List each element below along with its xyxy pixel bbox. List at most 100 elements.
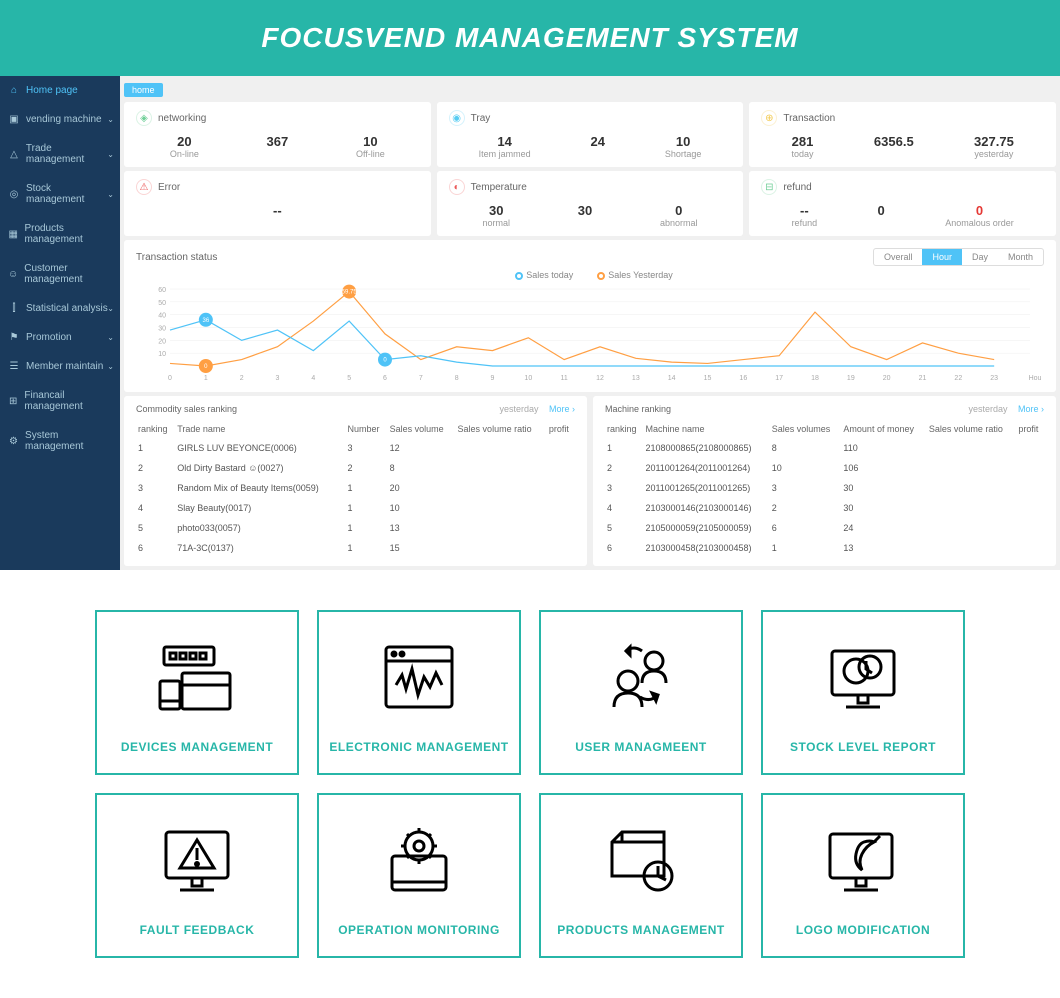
metric: 367	[267, 134, 289, 159]
sidebar-item-trade-management[interactable]: △Trade management⌄	[0, 134, 120, 174]
products-icon	[596, 815, 686, 905]
sidebar-item-vending-machine[interactable]: ▣vending machine⌄	[0, 105, 120, 134]
logo-icon	[818, 815, 908, 905]
chevron-down-icon: ⌄	[107, 150, 114, 159]
sidebar-item-statistical-analysis[interactable]: ⫿Statistical analysis⌄	[0, 294, 120, 323]
sidebar-item-label: Promotion	[26, 332, 72, 343]
sidebar-item-label: Stock management	[26, 183, 112, 205]
col-header: Sales volume	[388, 420, 456, 438]
svg-text:11: 11	[561, 375, 568, 382]
metric: 14Item jammed	[479, 134, 531, 159]
chart-tab-month[interactable]: Month	[998, 249, 1043, 265]
main-content: home ◈networking20On-line36710Off-line◉T…	[120, 76, 1060, 570]
svg-text:20: 20	[158, 338, 166, 345]
sidebar-item-promotion[interactable]: ⚑ Promotion ⌄	[0, 323, 120, 352]
sidebar: ⌂Home page▣vending machine⌄△Trade manage…	[0, 76, 120, 570]
svg-text:2: 2	[240, 375, 244, 382]
fault-icon	[152, 815, 242, 905]
feature-devices[interactable]: DEVICES MANAGEMENT	[95, 610, 299, 775]
col-header: profit	[547, 420, 575, 438]
metric: 281today	[792, 134, 814, 159]
chart-tab-day[interactable]: Day	[962, 249, 998, 265]
svg-text:0: 0	[168, 375, 172, 382]
machine-period: yesterday	[968, 404, 1007, 414]
svg-text:8: 8	[455, 375, 459, 382]
sidebar-item-label: Statistical analysis	[26, 303, 108, 314]
svg-text:10: 10	[524, 375, 532, 382]
sidebar-item-stock-management[interactable]: ◎Stock management⌄	[0, 174, 120, 214]
feature-grid: DEVICES MANAGEMENTELECTRONIC MANAGEMENT U…	[0, 570, 1060, 998]
sidebar-item-home-page[interactable]: ⌂Home page	[0, 76, 120, 105]
chart-legend: Sales today Sales Yesterday	[136, 270, 1044, 280]
refund-icon: ⊟	[761, 179, 777, 195]
sidebar-item-customer-management[interactable]: ☺Customer management	[0, 254, 120, 294]
feature-fault[interactable]: FAULT FEEDBACK	[95, 793, 299, 958]
svg-text:1: 1	[204, 375, 208, 382]
chart-tab-hour[interactable]: Hour	[922, 249, 962, 265]
metric: 30	[578, 203, 592, 228]
feature-operation[interactable]: OPERATION MONITORING	[317, 793, 521, 958]
svg-text:60: 60	[158, 287, 166, 294]
legend-item: Sales Yesterday	[589, 270, 673, 280]
table-row: 5photo033(0057)113	[136, 518, 575, 538]
card-title: Tray	[471, 113, 491, 124]
machine-table: rankingMachine nameSales volumesAmount o…	[605, 420, 1044, 558]
svg-text:Hou: Hou	[1029, 375, 1042, 382]
sidebar-icon: ◎	[8, 189, 20, 200]
cards-row-1: ◈networking20On-line36710Off-line◉Tray14…	[124, 102, 1056, 167]
svg-text:23: 23	[990, 375, 998, 382]
rankings-row: Commodity sales ranking yesterday More ›…	[124, 396, 1056, 566]
breadcrumb: home	[124, 80, 1056, 98]
sidebar-icon: ⫿	[8, 303, 20, 314]
metric: 30normal	[483, 203, 511, 228]
feature-products[interactable]: PRODUCTS MANAGEMENT	[539, 793, 743, 958]
sidebar-icon: ⊞	[8, 396, 18, 407]
sidebar-icon: ⚑	[8, 332, 20, 343]
col-header: Sales volume ratio	[456, 420, 547, 438]
sidebar-item-label: Financail management	[24, 390, 112, 412]
cards-row-2: ⚠Error--◐Temperature30normal300abnormal⊟…	[124, 171, 1056, 236]
feature-electronic[interactable]: ELECTRONIC MANAGEMENT	[317, 610, 521, 775]
machine-ranking: Machine ranking yesterday More › ranking…	[593, 396, 1056, 566]
sidebar-icon: ☰	[8, 361, 20, 372]
machine-title: Machine ranking	[605, 404, 671, 414]
sidebar-item-label: Home page	[26, 85, 78, 96]
svg-text:5: 5	[347, 375, 351, 382]
feature-user[interactable]: USER MANAGMEENT	[539, 610, 743, 775]
chart-tab-overall[interactable]: Overall	[874, 249, 923, 265]
svg-text:4: 4	[311, 375, 315, 382]
commodity-more-link[interactable]: More ›	[549, 404, 575, 414]
svg-text:7: 7	[419, 375, 423, 382]
feature-stock[interactable]: STOCK LEVEL REPORT	[761, 610, 965, 775]
legend-item: Sales today	[507, 270, 573, 280]
stat-card-temperature: ◐Temperature30normal300abnormal	[437, 171, 744, 236]
commodity-period: yesterday	[499, 404, 538, 414]
card-title: refund	[783, 182, 811, 193]
sidebar-item-member-maintain[interactable]: ☰Member maintain⌄	[0, 352, 120, 381]
Tray-icon: ◉	[449, 110, 465, 126]
svg-text:9: 9	[491, 375, 495, 382]
svg-text:40: 40	[158, 313, 166, 320]
chart-header: Transaction status OverallHourDayMonth	[136, 248, 1044, 266]
table-row: 4Slay Beauty(0017)110	[136, 498, 575, 518]
sidebar-item-financail-management[interactable]: ⊞ Financail management	[0, 381, 120, 421]
sidebar-item-system-management[interactable]: ⚙System management	[0, 421, 120, 461]
col-header: Sales volumes	[770, 420, 842, 438]
sidebar-icon: ☺	[8, 269, 18, 280]
sidebar-icon: ▣	[8, 114, 20, 125]
feature-logo[interactable]: LOGO MODIFICATION	[761, 793, 965, 958]
machine-more-link[interactable]: More ›	[1018, 404, 1044, 414]
chart-title: Transaction status	[136, 252, 217, 263]
svg-text:18: 18	[811, 375, 819, 382]
feature-label: FAULT FEEDBACK	[140, 923, 255, 937]
svg-text:12: 12	[596, 375, 604, 382]
feature-label: USER MANAGMEENT	[575, 740, 707, 754]
svg-text:22: 22	[954, 375, 962, 382]
svg-text:19: 19	[847, 375, 855, 382]
sidebar-item-products-management[interactable]: ▦Products management	[0, 214, 120, 254]
col-header: ranking	[136, 420, 175, 438]
chevron-down-icon: ⌄	[107, 333, 114, 342]
Transaction-icon: ⊕	[761, 110, 777, 126]
card-title: Temperature	[471, 182, 527, 193]
breadcrumb-home[interactable]: home	[124, 83, 163, 97]
